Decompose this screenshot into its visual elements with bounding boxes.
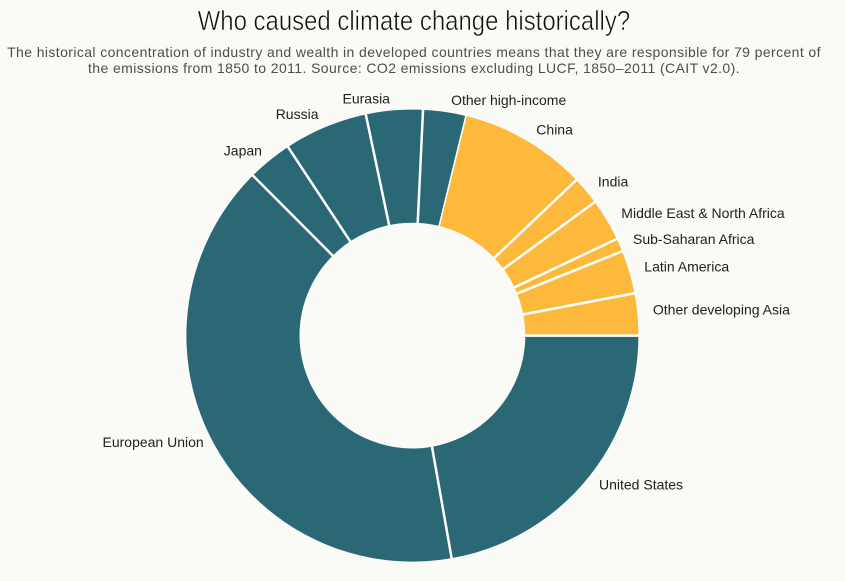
svg-text:United States: United States [599,476,683,492]
svg-text:India: India [598,174,629,190]
svg-text:Other high-income: Other high-income [451,92,566,108]
svg-text:Middle East & North Africa: Middle East & North Africa [621,205,785,221]
svg-text:Eurasia: Eurasia [343,91,391,107]
svg-text:Japan: Japan [224,142,262,158]
svg-text:Sub-Saharan Africa: Sub-Saharan Africa [633,231,755,247]
svg-text:Latin America: Latin America [644,259,729,275]
svg-text:China: China [536,121,573,137]
svg-text:Other developing Asia: Other developing Asia [653,302,790,318]
svg-text:Russia: Russia [276,106,319,122]
svg-text:European Union: European Union [103,434,204,450]
